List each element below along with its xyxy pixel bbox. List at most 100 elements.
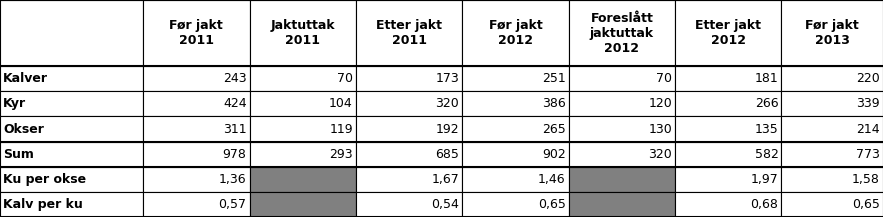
- Text: 1,36: 1,36: [219, 173, 246, 186]
- Bar: [356, 91, 463, 117]
- Bar: [250, 192, 356, 217]
- Text: Etter jakt
2011: Etter jakt 2011: [376, 19, 442, 47]
- Text: 266: 266: [755, 97, 779, 110]
- Text: 70: 70: [337, 72, 353, 85]
- Text: 311: 311: [223, 123, 246, 135]
- Text: Etter jakt
2012: Etter jakt 2012: [695, 19, 761, 47]
- Text: 265: 265: [542, 123, 566, 135]
- Bar: [675, 117, 781, 141]
- Bar: [463, 167, 569, 192]
- Bar: [0, 117, 143, 141]
- Bar: [781, 0, 883, 66]
- Bar: [0, 192, 143, 217]
- Text: 70: 70: [656, 72, 672, 85]
- Bar: [675, 91, 781, 117]
- Text: 386: 386: [542, 97, 566, 110]
- Text: Før jakt
2011: Før jakt 2011: [170, 19, 223, 47]
- Text: Sum: Sum: [3, 148, 34, 161]
- Bar: [0, 66, 143, 91]
- Bar: [463, 66, 569, 91]
- Bar: [143, 117, 250, 141]
- Bar: [0, 141, 143, 167]
- Text: 424: 424: [223, 97, 246, 110]
- Bar: [675, 66, 781, 91]
- Bar: [781, 91, 883, 117]
- Text: 1,97: 1,97: [751, 173, 779, 186]
- Bar: [356, 0, 463, 66]
- Text: Før jakt
2012: Før jakt 2012: [488, 19, 542, 47]
- Text: Kalver: Kalver: [3, 72, 48, 85]
- Text: 214: 214: [857, 123, 880, 135]
- Text: 135: 135: [755, 123, 779, 135]
- Bar: [569, 0, 675, 66]
- Bar: [250, 66, 356, 91]
- Bar: [0, 0, 143, 66]
- Bar: [675, 167, 781, 192]
- Text: 0,68: 0,68: [751, 198, 779, 211]
- Bar: [569, 117, 675, 141]
- Text: Kalv per ku: Kalv per ku: [3, 198, 83, 211]
- Bar: [0, 167, 143, 192]
- Bar: [143, 66, 250, 91]
- Text: 181: 181: [755, 72, 779, 85]
- Text: 120: 120: [648, 97, 672, 110]
- Text: 582: 582: [755, 148, 779, 161]
- Bar: [463, 117, 569, 141]
- Text: 173: 173: [435, 72, 459, 85]
- Bar: [781, 167, 883, 192]
- Text: 773: 773: [857, 148, 880, 161]
- Text: 685: 685: [435, 148, 459, 161]
- Bar: [569, 167, 675, 192]
- Bar: [356, 66, 463, 91]
- Bar: [781, 192, 883, 217]
- Text: 1,58: 1,58: [852, 173, 880, 186]
- Bar: [143, 91, 250, 117]
- Bar: [0, 91, 143, 117]
- Text: Ku per okse: Ku per okse: [3, 173, 87, 186]
- Bar: [143, 0, 250, 66]
- Bar: [675, 141, 781, 167]
- Bar: [569, 66, 675, 91]
- Text: Kyr: Kyr: [3, 97, 26, 110]
- Bar: [675, 192, 781, 217]
- Bar: [143, 192, 250, 217]
- Bar: [356, 167, 463, 192]
- Text: Jaktuttak
2011: Jaktuttak 2011: [270, 19, 335, 47]
- Text: 130: 130: [648, 123, 672, 135]
- Text: 320: 320: [648, 148, 672, 161]
- Text: Foreslått
jaktuttak
2012: Foreslått jaktuttak 2012: [590, 12, 654, 55]
- Bar: [250, 0, 356, 66]
- Text: 0,57: 0,57: [218, 198, 246, 211]
- Bar: [463, 192, 569, 217]
- Text: Okser: Okser: [3, 123, 44, 135]
- Text: 0,65: 0,65: [538, 198, 566, 211]
- Bar: [356, 117, 463, 141]
- Text: 1,67: 1,67: [432, 173, 459, 186]
- Text: 243: 243: [223, 72, 246, 85]
- Bar: [250, 167, 356, 192]
- Bar: [356, 192, 463, 217]
- Text: 1,46: 1,46: [538, 173, 566, 186]
- Bar: [356, 141, 463, 167]
- Text: 320: 320: [435, 97, 459, 110]
- Text: 251: 251: [542, 72, 566, 85]
- Text: 192: 192: [435, 123, 459, 135]
- Text: Før jakt
2013: Før jakt 2013: [805, 19, 859, 47]
- Bar: [675, 0, 781, 66]
- Text: 119: 119: [329, 123, 353, 135]
- Text: 104: 104: [329, 97, 353, 110]
- Text: 978: 978: [223, 148, 246, 161]
- Bar: [569, 141, 675, 167]
- Bar: [250, 91, 356, 117]
- Text: 293: 293: [329, 148, 353, 161]
- Bar: [463, 141, 569, 167]
- Bar: [781, 141, 883, 167]
- Bar: [143, 141, 250, 167]
- Bar: [250, 117, 356, 141]
- Bar: [463, 91, 569, 117]
- Text: 220: 220: [857, 72, 880, 85]
- Bar: [143, 167, 250, 192]
- Bar: [781, 66, 883, 91]
- Text: 902: 902: [542, 148, 566, 161]
- Text: 0,65: 0,65: [852, 198, 880, 211]
